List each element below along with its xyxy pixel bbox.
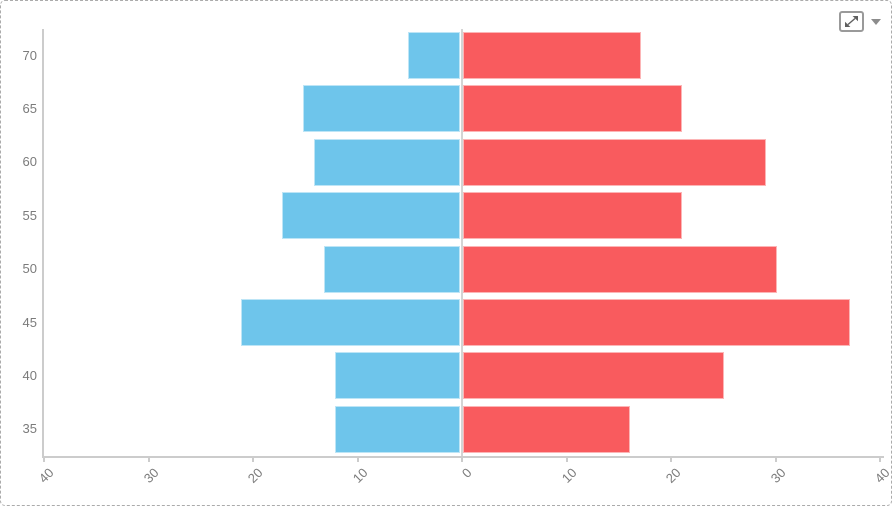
left-bar[interactable] [282,192,460,240]
x-axis-tick [252,457,254,462]
bar-row [44,29,882,82]
left-bar[interactable] [334,405,460,453]
x-axis-label: 20 [244,465,266,486]
x-axis-label: 30 [140,465,162,486]
bar-row [44,243,882,296]
caret-down-icon [871,18,881,25]
right-bar[interactable] [463,32,641,79]
x-axis-label: 10 [349,465,371,486]
right-bar[interactable] [463,298,850,346]
bar-row [44,82,882,135]
x-axis-label: 30 [767,465,789,486]
left-bar[interactable] [407,32,460,79]
x-axis-label: 40 [871,465,892,486]
left-bar[interactable] [324,245,460,293]
left-bar[interactable] [334,352,460,400]
x-axis-label: 0 [458,465,475,481]
right-bar[interactable] [463,138,767,186]
x-axis-tick [670,457,672,462]
y-axis-label: 50 [22,261,37,277]
bar-row [44,296,882,349]
x-axis-tick [565,457,568,462]
y-axis-label: 65 [22,101,37,117]
y-axis-label: 55 [22,207,37,223]
x-axis-tick [461,457,463,462]
bar-row [44,189,882,242]
right-bar[interactable] [463,405,631,453]
x-axis-tick [879,457,881,462]
y-axis-line [42,29,44,458]
left-bar[interactable] [240,298,460,346]
right-bar[interactable] [463,192,683,240]
y-axis-label: 40 [22,367,37,383]
y-axis-label: 70 [22,47,37,63]
x-axis-label: 20 [662,465,684,486]
chart-toolbar [839,11,884,32]
x-axis-line [42,456,884,458]
x-axis-label: 40 [35,465,57,486]
y-axis-label: 35 [22,421,37,437]
right-bar[interactable] [463,352,725,400]
bar-row [44,403,882,456]
y-axis-label: 45 [22,314,37,330]
zero-gridline [461,29,463,456]
left-bar[interactable] [313,138,460,186]
expand-diagonal-icon [845,16,858,27]
expand-button[interactable] [839,11,864,32]
x-axis-label: 10 [558,465,580,486]
right-bar[interactable] [463,245,777,293]
plot-area [44,29,882,456]
bar-row [44,136,882,189]
x-axis-tick [43,457,45,462]
bar-row [44,349,882,402]
left-bar[interactable] [303,85,460,133]
x-axis-tick [356,457,359,462]
menu-dropdown-button[interactable] [868,11,884,32]
x-axis-tick [774,457,777,462]
x-axis-tick [147,457,150,462]
y-axis-label: 60 [22,154,37,170]
right-bar[interactable] [463,85,683,133]
